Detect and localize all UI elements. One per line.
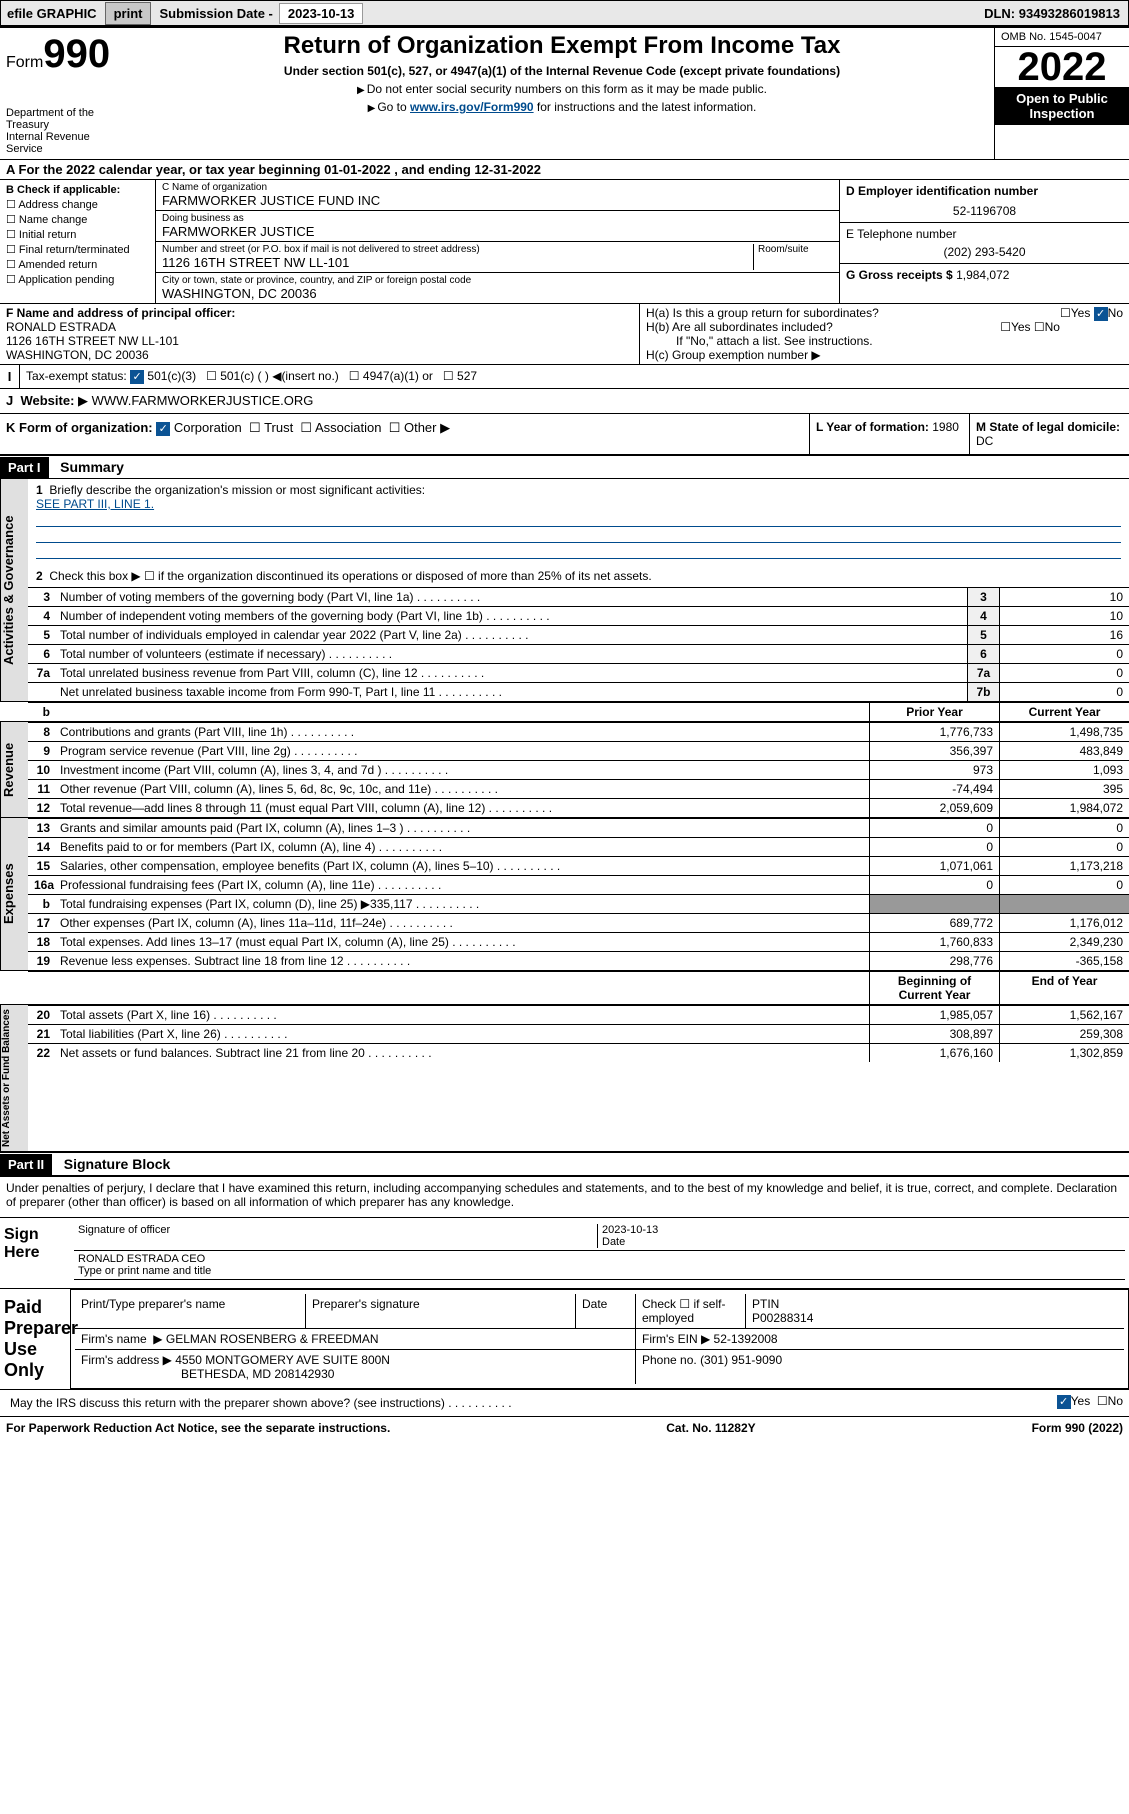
section-h: H(a) Is this a group return for subordin… — [639, 304, 1129, 364]
table-row: 12Total revenue—add lines 8 through 11 (… — [28, 798, 1129, 817]
domicile: M State of legal domicile: DC — [969, 414, 1129, 454]
ha-no-checked: ✓ — [1094, 307, 1108, 321]
line-5: 5Total number of individuals employed in… — [28, 625, 1129, 644]
org-name: FARMWORKER JUSTICE FUND INC — [162, 193, 833, 208]
paid-preparer: Paid Preparer Use Only Print/Type prepar… — [0, 1288, 1129, 1389]
cb-name[interactable]: ☐ Name change — [6, 213, 149, 226]
table-row: 17Other expenses (Part IX, column (A), l… — [28, 913, 1129, 932]
mission-text: SEE PART III, LINE 1. — [36, 497, 154, 511]
efile-label: efile GRAPHIC — [1, 6, 103, 21]
table-row: bTotal fundraising expenses (Part IX, co… — [28, 894, 1129, 913]
entity-block: B Check if applicable: ☐ Address change … — [0, 179, 1129, 303]
form-header: Form990 Department of the Treasury Inter… — [0, 26, 1129, 159]
submission-date: 2023-10-13 — [279, 3, 364, 24]
table-row: 19Revenue less expenses. Subtract line 1… — [28, 951, 1129, 970]
instructions-note: Go to www.irs.gov/Form990 for instructio… — [138, 100, 986, 114]
netassets-header: Beginning of Current YearEnd of Year — [0, 970, 1129, 1004]
declaration: Under penalties of perjury, I declare th… — [0, 1175, 1129, 1213]
cb-initial[interactable]: ☐ Initial return — [6, 228, 149, 241]
form-id: Form990 Department of the Treasury Inter… — [0, 28, 130, 159]
line-1: 1 Briefly describe the organization's mi… — [28, 479, 1129, 565]
officer-sig-label: Signature of officer — [78, 1224, 597, 1248]
ssn-note: Do not enter social security numbers on … — [138, 82, 986, 96]
cb-amended[interactable]: ☐ Amended return — [6, 258, 149, 271]
line-7a: 7aTotal unrelated business revenue from … — [28, 663, 1129, 682]
activities-governance: Activities & Governance 1 Briefly descri… — [0, 478, 1129, 701]
phone: (202) 293-5420 — [846, 245, 1123, 259]
section-c: C Name of organizationFARMWORKER JUSTICE… — [155, 180, 839, 303]
table-row: 13Grants and similar amounts paid (Part … — [28, 818, 1129, 837]
table-row: 10Investment income (Part VIII, column (… — [28, 760, 1129, 779]
section-j: J Website: ▶ WWW.FARMWORKERJUSTICE.ORG — [0, 388, 1129, 413]
part2-header: Part II Signature Block — [0, 1153, 1129, 1175]
street: 1126 16TH STREET NW LL-101 — [162, 255, 753, 270]
table-row: 9Program service revenue (Part VIII, lin… — [28, 741, 1129, 760]
topbar: efile GRAPHIC print Submission Date - 20… — [0, 0, 1129, 26]
officer: F Name and address of principal officer:… — [0, 304, 639, 364]
table-row: 11Other revenue (Part VIII, column (A), … — [28, 779, 1129, 798]
firm-ein: 52-1392008 — [714, 1332, 778, 1346]
city: WASHINGTON, DC 20036 — [162, 286, 833, 301]
table-row: 22Net assets or fund balances. Subtract … — [28, 1043, 1129, 1062]
ptin: P00288314 — [752, 1311, 813, 1325]
cb-address[interactable]: ☐ Address change — [6, 198, 149, 211]
form-ref: Form 990 (2022) — [1032, 1421, 1123, 1435]
ein: 52-1196708 — [846, 204, 1123, 218]
revenue-section: Revenue 8Contributions and grants (Part … — [0, 721, 1129, 817]
section-k-l-m: K Form of organization: ✓ Corporation ☐ … — [0, 413, 1129, 456]
year-formation: L Year of formation: 1980 — [809, 414, 969, 454]
submission-label: Submission Date - — [153, 6, 278, 21]
cb-final[interactable]: ☐ Final return/terminated — [6, 243, 149, 256]
line-4: 4Number of independent voting members of… — [28, 606, 1129, 625]
section-i: I Tax-exempt status: ✓ 501(c)(3) ☐ 501(c… — [0, 364, 1129, 388]
section-b: B Check if applicable: ☐ Address change … — [0, 180, 155, 303]
gross-receipts: 1,984,072 — [956, 268, 1009, 282]
table-row: 15Salaries, other compensation, employee… — [28, 856, 1129, 875]
inspection-badge: Open to PublicInspection — [995, 87, 1129, 125]
dept-label: Department of the Treasury — [6, 107, 124, 131]
header-row-py-cy: bPrior YearCurrent Year — [0, 701, 1129, 721]
irs-link[interactable]: www.irs.gov/Form990 — [410, 100, 534, 114]
section-f-h: F Name and address of principal officer:… — [0, 303, 1129, 364]
print-button[interactable]: print — [105, 2, 152, 25]
website-url: WWW.FARMWORKERJUSTICE.ORG — [92, 393, 314, 408]
expenses-section: Expenses 13Grants and similar amounts pa… — [0, 817, 1129, 970]
form-title-block: Return of Organization Exempt From Incom… — [130, 28, 994, 159]
footer: For Paperwork Reduction Act Notice, see … — [0, 1416, 1129, 1439]
firm-phone: (301) 951-9090 — [700, 1353, 782, 1367]
table-row: 8Contributions and grants (Part VIII, li… — [28, 722, 1129, 741]
line-7b: Net unrelated business taxable income fr… — [28, 682, 1129, 701]
part1-header: Part I Summary — [0, 456, 1129, 478]
501c3-checked: ✓ — [130, 370, 144, 384]
firm-name: GELMAN ROSENBERG & FREEDMAN — [166, 1332, 379, 1346]
table-row: 21Total liabilities (Part X, line 26)308… — [28, 1024, 1129, 1043]
sign-here: Sign Here Signature of officer2023-10-13… — [0, 1217, 1129, 1284]
cb-pending[interactable]: ☐ Application pending — [6, 273, 149, 286]
right-info: D Employer identification number52-11967… — [839, 180, 1129, 303]
corp-checked: ✓ — [156, 422, 170, 436]
form-subtitle: Under section 501(c), 527, or 4947(a)(1)… — [138, 64, 986, 78]
table-row: 20Total assets (Part X, line 16)1,985,05… — [28, 1005, 1129, 1024]
line-2: 2 Check this box ▶ ☐ if the organization… — [28, 565, 1129, 587]
dba: FARMWORKER JUSTICE — [162, 224, 833, 239]
line-3: 3Number of voting members of the governi… — [28, 587, 1129, 606]
table-row: 18Total expenses. Add lines 13–17 (must … — [28, 932, 1129, 951]
header-right: OMB No. 1545-0047 2022 Open to PublicIns… — [994, 28, 1129, 159]
firm-addr: 4550 MONTGOMERY AVE SUITE 800N — [175, 1353, 390, 1367]
discuss-yes-checked: ✓ — [1057, 1395, 1071, 1409]
table-row: 14Benefits paid to or for members (Part … — [28, 837, 1129, 856]
form-title: Return of Organization Exempt From Incom… — [138, 32, 986, 60]
line-6: 6Total number of volunteers (estimate if… — [28, 644, 1129, 663]
irs-label: Internal Revenue Service — [6, 131, 124, 155]
netassets-section: Net Assets or Fund Balances 20Total asse… — [0, 1004, 1129, 1153]
tax-year-line: A For the 2022 calendar year, or tax yea… — [0, 159, 1129, 179]
discuss-row: May the IRS discuss this return with the… — [0, 1389, 1129, 1416]
officer-name: RONALD ESTRADA CEO — [78, 1253, 205, 1265]
tax-year: 2022 — [995, 47, 1129, 87]
table-row: 16aProfessional fundraising fees (Part I… — [28, 875, 1129, 894]
dln: DLN: 93493286019813 — [984, 6, 1128, 21]
